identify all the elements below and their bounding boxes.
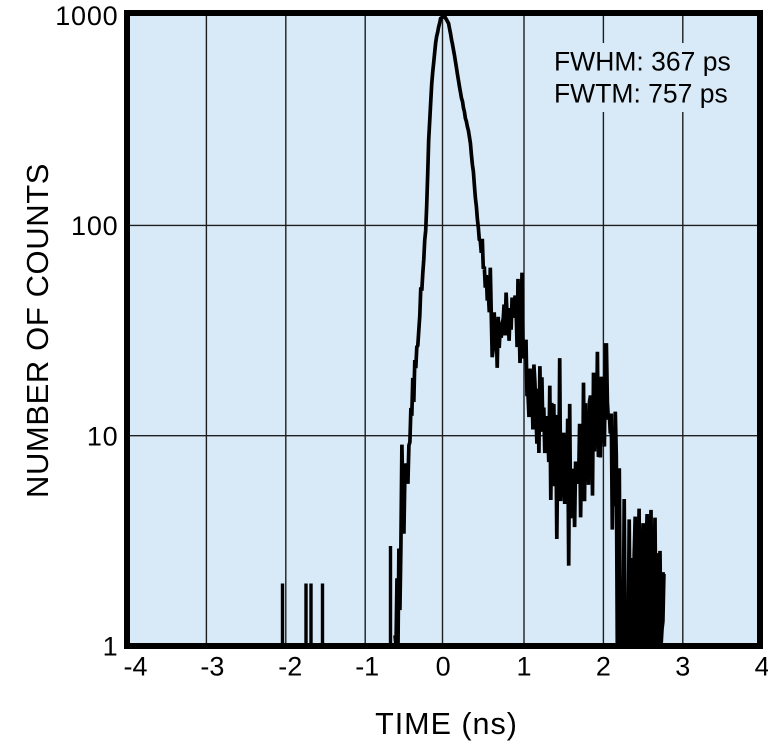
svg-text:-4: -4 [123, 652, 147, 682]
svg-text:1: 1 [516, 652, 531, 682]
svg-text:3: 3 [675, 652, 690, 682]
svg-text:-2: -2 [278, 652, 302, 682]
svg-text:4: 4 [755, 652, 768, 682]
svg-text:-3: -3 [200, 652, 224, 682]
svg-text:0: 0 [436, 652, 451, 682]
svg-text:FWHM: 367 ps: FWHM: 367 ps [554, 47, 731, 77]
svg-text:100: 100 [71, 211, 118, 241]
svg-text:1: 1 [103, 632, 119, 662]
svg-text:1000: 1000 [55, 1, 118, 31]
svg-text:TIME (ns): TIME (ns) [375, 707, 518, 741]
svg-text:NUMBER OF COUNTS: NUMBER OF COUNTS [20, 163, 55, 498]
svg-text:2: 2 [596, 652, 611, 682]
svg-text:FWTM: 757 ps: FWTM: 757 ps [554, 79, 728, 109]
svg-text:-1: -1 [355, 652, 379, 682]
svg-text:10: 10 [87, 422, 119, 452]
